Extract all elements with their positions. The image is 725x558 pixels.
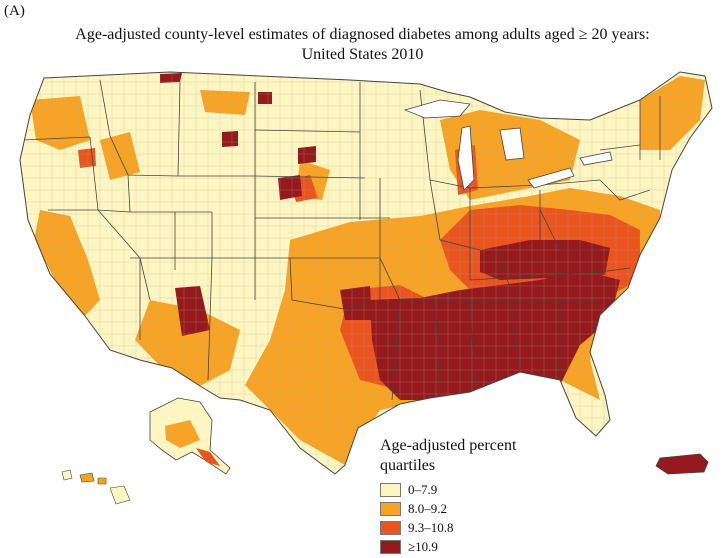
central-state-borders bbox=[254, 82, 440, 401]
lake-erie bbox=[527, 167, 575, 189]
south-dakota-patch-1 bbox=[278, 175, 302, 200]
legend-swatch-q2 bbox=[380, 501, 401, 516]
map-legend: Age-adjusted percent quartiles 0–7.9 8.0… bbox=[380, 436, 620, 558]
lake-huron bbox=[499, 127, 525, 161]
new-mexico-navajo-region bbox=[175, 286, 210, 336]
quartile-4-regions bbox=[160, 73, 620, 400]
northern-border-patch bbox=[160, 73, 182, 83]
deep-south-region bbox=[370, 270, 620, 400]
north-dakota-patch bbox=[258, 92, 272, 104]
legend-label-q4: ≥10.9 bbox=[408, 538, 438, 554]
legend-title-line-2: quartiles bbox=[380, 457, 436, 474]
great-lakes bbox=[403, 99, 613, 191]
hawaii-island-2 bbox=[79, 472, 95, 483]
legend-label-q2: 8.0–9.2 bbox=[408, 500, 447, 516]
southwest-border-region bbox=[135, 300, 240, 386]
panel-label: (A) bbox=[4, 3, 25, 19]
lake-superior bbox=[403, 99, 471, 119]
continental-us bbox=[19, 71, 713, 475]
legend-title: Age-adjusted percent quartiles bbox=[380, 436, 620, 476]
montana-patch bbox=[222, 131, 238, 147]
legend-swatch-q1 bbox=[380, 482, 401, 497]
alaska-q3-area bbox=[196, 448, 220, 466]
legend-item-q2: 8.0–9.2 bbox=[380, 501, 620, 516]
lake-michigan bbox=[457, 125, 475, 191]
oklahoma-patch bbox=[300, 248, 350, 272]
new-england-region bbox=[640, 76, 705, 150]
legend-item-q3: 9.3–10.8 bbox=[380, 520, 620, 535]
legend-item-q4: ≥10.9 bbox=[380, 539, 620, 554]
legend-label-q1: 0–7.9 bbox=[408, 481, 438, 497]
legend-title-line-1: Age-adjusted percent bbox=[380, 437, 517, 454]
legend-label-q3: 9.3–10.8 bbox=[408, 519, 454, 535]
puerto-rico-shape bbox=[655, 453, 709, 475]
eastern-state-borders bbox=[419, 89, 661, 401]
pacific-northwest-region bbox=[30, 96, 90, 150]
hawaii-island-3 bbox=[97, 477, 107, 485]
state-borders bbox=[21, 79, 661, 401]
alaska-inset bbox=[149, 397, 231, 475]
hawaii-island-1 bbox=[61, 469, 73, 481]
oklahoma-region bbox=[340, 286, 372, 320]
california-central-region bbox=[34, 210, 100, 316]
legend-item-q1: 0–7.9 bbox=[380, 482, 620, 497]
lake-ontario bbox=[579, 151, 613, 166]
continental-us-outline bbox=[19, 71, 713, 475]
idaho-patch bbox=[100, 132, 140, 180]
montana-patch bbox=[200, 90, 250, 115]
map-title: Age-adjusted county-level estimates of d… bbox=[0, 25, 725, 65]
alaska-q2-area bbox=[165, 420, 200, 448]
county-grid bbox=[20, 72, 712, 474]
south-dakota-patch-2 bbox=[298, 146, 316, 164]
legend-swatch-q3 bbox=[380, 520, 401, 535]
western-state-borders bbox=[21, 79, 256, 381]
map-title-line-1: Age-adjusted county-level estimates of d… bbox=[75, 26, 650, 43]
legend-swatch-q4 bbox=[380, 539, 401, 554]
map-title-line-2: United States 2010 bbox=[301, 46, 424, 63]
hawaii-island-4 bbox=[109, 485, 131, 505]
hawaii-inset bbox=[61, 469, 131, 505]
